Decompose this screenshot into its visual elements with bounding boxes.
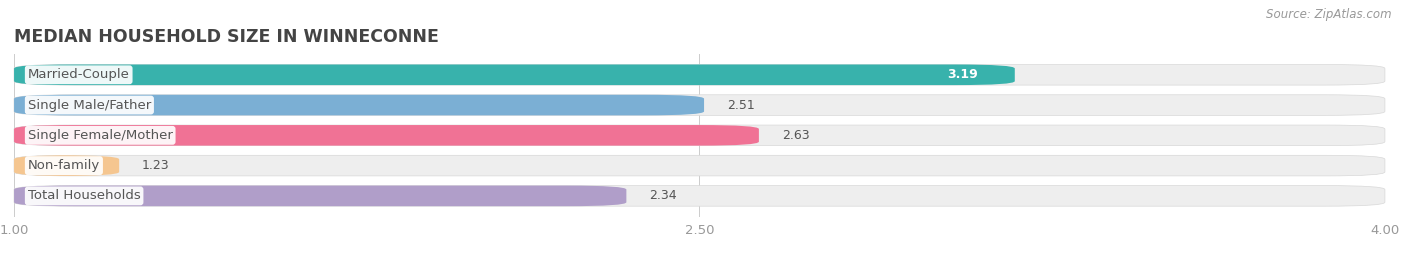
FancyBboxPatch shape bbox=[14, 155, 120, 176]
FancyBboxPatch shape bbox=[14, 125, 1385, 146]
Text: Single Male/Father: Single Male/Father bbox=[28, 99, 150, 111]
FancyBboxPatch shape bbox=[14, 65, 1385, 85]
Text: 2.63: 2.63 bbox=[782, 129, 810, 142]
FancyBboxPatch shape bbox=[14, 65, 1015, 85]
Text: Non-family: Non-family bbox=[28, 159, 100, 172]
Text: Married-Couple: Married-Couple bbox=[28, 68, 129, 81]
FancyBboxPatch shape bbox=[14, 95, 1385, 115]
Text: 3.19: 3.19 bbox=[948, 68, 979, 81]
Text: Single Female/Mother: Single Female/Mother bbox=[28, 129, 173, 142]
Text: MEDIAN HOUSEHOLD SIZE IN WINNECONNE: MEDIAN HOUSEHOLD SIZE IN WINNECONNE bbox=[14, 28, 439, 46]
FancyBboxPatch shape bbox=[14, 186, 1385, 206]
FancyBboxPatch shape bbox=[14, 155, 1385, 176]
Text: 1.23: 1.23 bbox=[142, 159, 170, 172]
Text: 2.34: 2.34 bbox=[650, 189, 676, 202]
Text: Source: ZipAtlas.com: Source: ZipAtlas.com bbox=[1267, 8, 1392, 21]
Text: 2.51: 2.51 bbox=[727, 99, 755, 111]
FancyBboxPatch shape bbox=[14, 186, 627, 206]
Text: Total Households: Total Households bbox=[28, 189, 141, 202]
FancyBboxPatch shape bbox=[14, 95, 704, 115]
FancyBboxPatch shape bbox=[14, 125, 759, 146]
